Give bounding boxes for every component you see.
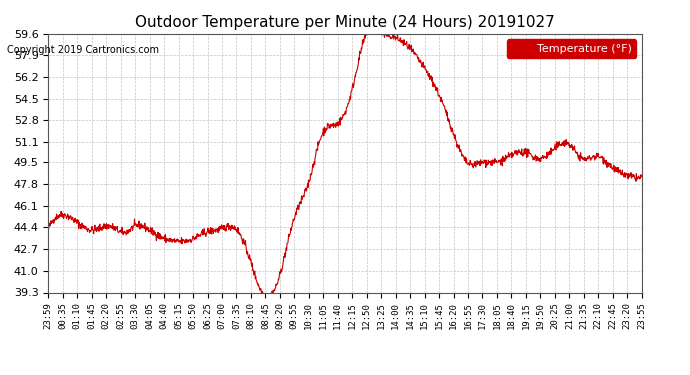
Legend: Temperature (°F): Temperature (°F): [507, 39, 636, 58]
Text: Copyright 2019 Cartronics.com: Copyright 2019 Cartronics.com: [7, 45, 159, 55]
Title: Outdoor Temperature per Minute (24 Hours) 20191027: Outdoor Temperature per Minute (24 Hours…: [135, 15, 555, 30]
